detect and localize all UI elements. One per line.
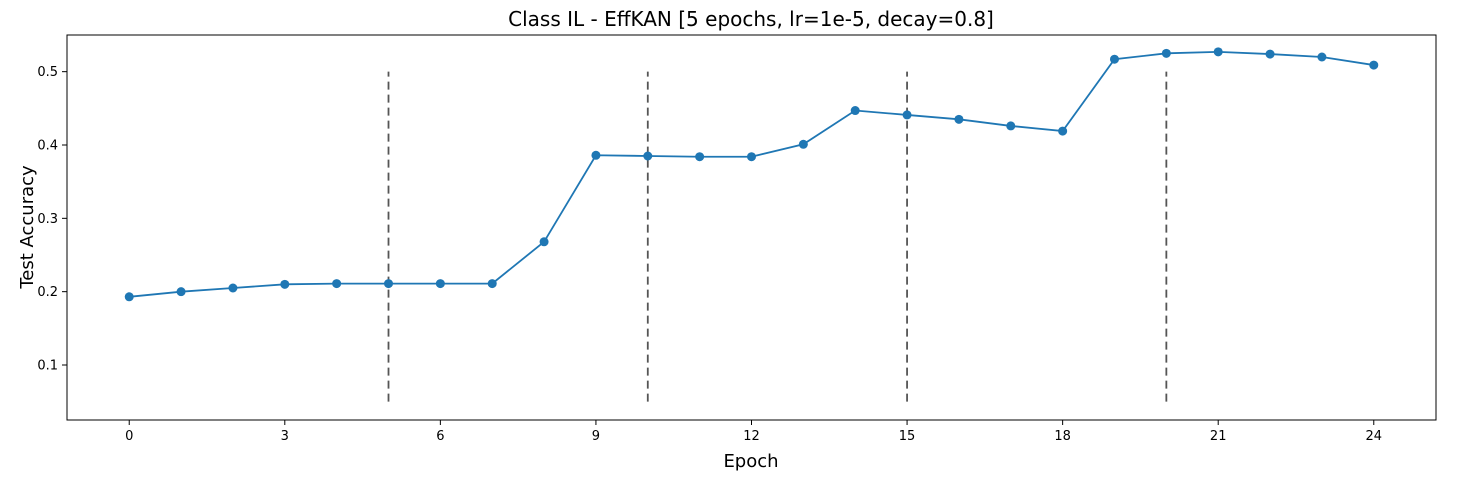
data-point xyxy=(902,110,912,120)
data-point xyxy=(1369,60,1379,70)
y-axis-label: Test Accuracy xyxy=(17,165,38,290)
y-tick-label: 0.1 xyxy=(37,359,58,374)
x-tick-label: 21 xyxy=(1210,429,1227,444)
y-tick-label: 0.4 xyxy=(37,139,58,154)
data-point xyxy=(176,287,186,297)
data-point xyxy=(1006,121,1016,131)
x-tick-label: 3 xyxy=(281,429,289,444)
x-axis: 0 3 6 9 12 15 18 21 24 xyxy=(125,420,1382,444)
data-point xyxy=(1265,49,1275,59)
x-tick-label: 24 xyxy=(1365,429,1382,444)
data-point xyxy=(487,279,497,289)
x-tick-label: 9 xyxy=(592,429,600,444)
y-tick-label: 0.3 xyxy=(37,212,58,227)
data-point xyxy=(124,292,134,302)
data-point xyxy=(591,150,601,160)
data-point xyxy=(539,237,549,247)
data-point xyxy=(643,151,653,161)
data-point xyxy=(1213,47,1223,57)
data-point xyxy=(228,283,238,293)
data-point xyxy=(798,139,808,149)
x-axis-label: Epoch xyxy=(723,451,778,472)
data-point xyxy=(1161,48,1171,58)
data-point xyxy=(1109,54,1119,64)
series-line xyxy=(129,50,1374,298)
data-point xyxy=(384,279,394,289)
chart-title: Class IL - EffKAN [5 epochs, lr=1e-5, de… xyxy=(508,7,994,31)
x-tick-label: 6 xyxy=(436,429,444,444)
data-point xyxy=(850,106,860,116)
data-point xyxy=(435,279,445,289)
plot-area xyxy=(124,47,1379,402)
data-point xyxy=(332,279,342,289)
data-point xyxy=(1058,126,1068,136)
data-point xyxy=(1317,52,1327,62)
y-axis: 0.1 0.2 0.3 0.4 0.5 xyxy=(37,65,67,374)
y-tick-label: 0.5 xyxy=(37,65,58,80)
data-point xyxy=(280,279,290,289)
y-tick-label: 0.2 xyxy=(37,285,58,300)
x-tick-label: 0 xyxy=(125,429,133,444)
plot-frame xyxy=(66,34,1437,421)
x-tick-label: 18 xyxy=(1054,429,1071,444)
x-tick-label: 15 xyxy=(899,429,916,444)
data-point xyxy=(695,152,705,162)
x-tick-label: 12 xyxy=(743,429,760,444)
data-point xyxy=(747,152,756,162)
data-point xyxy=(954,114,964,124)
